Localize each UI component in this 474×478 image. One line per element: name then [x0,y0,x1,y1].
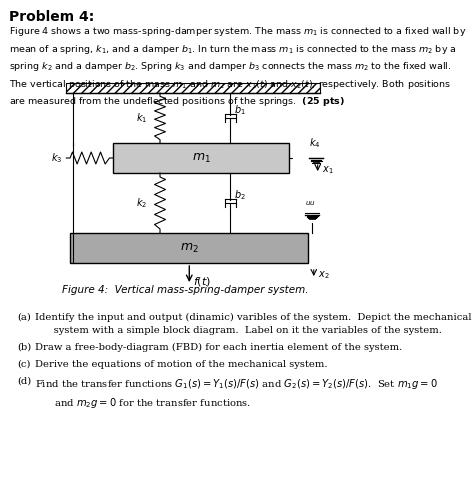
Text: (c): (c) [17,360,31,369]
Bar [66,83,320,93]
Text: Find the transfer functions $G_1(s) = Y_1(s)/F(s)$ and $G_2(s) = Y_2(s)/F(s)$.  : Find the transfer functions $G_1(s) = Y_… [35,377,438,410]
Text: $b_1$: $b_1$ [234,103,246,117]
Text: Figure 4:  Vertical mass-spring-damper system.: Figure 4: Vertical mass-spring-damper sy… [62,285,308,295]
Text: $uu$: $uu$ [305,199,316,207]
Text: $k_4$: $k_4$ [309,136,320,150]
FancyBboxPatch shape [70,233,308,263]
Text: Draw a free-body-diagram (FBD) for each inertia element of the system.: Draw a free-body-diagram (FBD) for each … [35,343,402,352]
Text: $m_2$: $m_2$ [180,241,199,255]
Text: $k_2$: $k_2$ [137,196,147,210]
Text: $f(t)$: $f(t)$ [193,274,211,287]
Text: Problem 4:: Problem 4: [9,10,95,24]
Text: $x_2$: $x_2$ [319,269,330,281]
Text: (b): (b) [17,343,31,352]
Text: (d): (d) [17,377,31,386]
Text: Identify the input and output (dinamic) varibles of the system.  Depict the mech: Identify the input and output (dinamic) … [35,313,472,335]
Text: $b_2$: $b_2$ [234,188,246,202]
Text: $m_1$: $m_1$ [191,152,210,164]
Text: $k_3$: $k_3$ [51,151,63,165]
Text: (a): (a) [17,313,31,322]
Text: $k_1$: $k_1$ [136,111,147,125]
Text: Derive the equations of motion of the mechanical system.: Derive the equations of motion of the me… [35,360,328,369]
Text: Figure 4 shows a two mass-spring-damper system. The mass $m_1$ is connected to a: Figure 4 shows a two mass-spring-damper … [9,25,467,108]
FancyBboxPatch shape [113,143,289,173]
Text: $x_1$: $x_1$ [322,164,334,176]
